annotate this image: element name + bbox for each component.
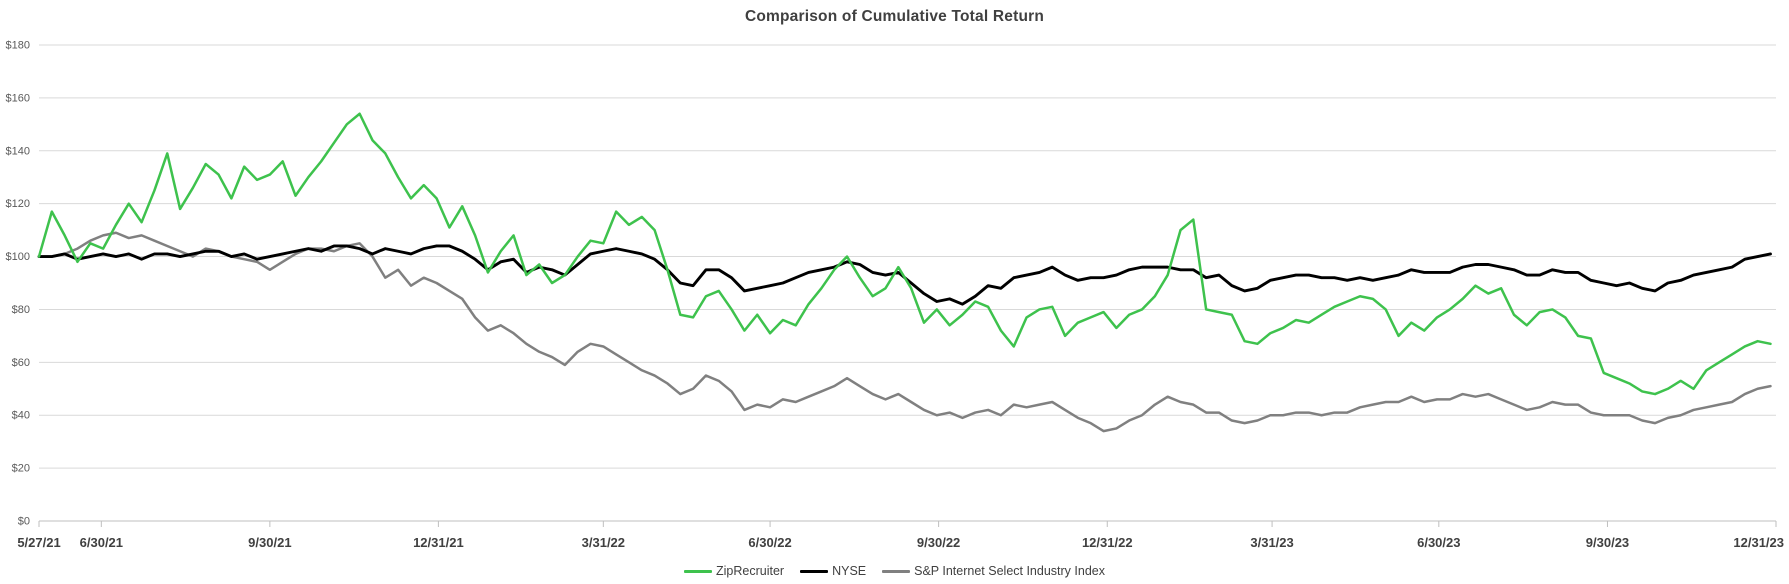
x-tick-label: 6/30/22 bbox=[748, 535, 791, 550]
chart-title: Comparison of Cumulative Total Return bbox=[744, 8, 1045, 25]
x-tick-label: 3/31/23 bbox=[1250, 535, 1293, 550]
legend-swatch-sp-internet-index bbox=[882, 569, 911, 573]
x-tick-label: 9/30/21 bbox=[248, 535, 291, 550]
y-tick-label: $60 bbox=[12, 357, 30, 369]
y-tick-label: $40 bbox=[12, 410, 30, 422]
legend-label-sp-internet-index: S&P Internet Select Industry Index bbox=[914, 564, 1105, 578]
y-tick-label: $160 bbox=[6, 92, 30, 104]
y-tick-label: $0 bbox=[18, 516, 30, 528]
series-line-s-p-internet-select-industry-index bbox=[37, 231, 1772, 433]
legend-swatch-ziprecruiter bbox=[684, 569, 712, 573]
legend: ZipRecruiter NYSE S&P Internet Select In… bbox=[0, 564, 1789, 578]
legend-label-ziprecruiter: ZipRecruiter bbox=[716, 564, 785, 578]
series-line-nyse bbox=[37, 244, 1772, 306]
series-line-ziprecruiter bbox=[37, 112, 1772, 396]
y-tick-label: $100 bbox=[6, 251, 30, 263]
x-tick-label: 6/30/23 bbox=[1417, 535, 1460, 550]
x-tick-label: 9/30/23 bbox=[1586, 535, 1629, 550]
x-tick-label: 5/27/21 bbox=[17, 535, 60, 550]
legend-item-nyse: NYSE bbox=[800, 564, 866, 578]
y-tick-label: $20 bbox=[12, 463, 30, 475]
x-tick-label: 9/30/22 bbox=[917, 535, 960, 550]
y-tick-label: $180 bbox=[6, 40, 30, 52]
x-tick-label: 12/31/21 bbox=[413, 535, 464, 550]
y-tick-label: $140 bbox=[6, 145, 30, 157]
legend-item-ziprecruiter: ZipRecruiter bbox=[684, 564, 784, 578]
legend-label-nyse: NYSE bbox=[832, 564, 867, 578]
legend-item-sp-internet-index: S&P Internet Select Industry Index bbox=[882, 564, 1105, 578]
x-tick-label: 12/31/22 bbox=[1082, 535, 1133, 550]
legend-swatch-nyse bbox=[800, 569, 829, 573]
x-tick-label: 3/31/22 bbox=[582, 535, 625, 550]
y-tick-label: $120 bbox=[6, 198, 30, 210]
x-tick-label: 12/31/23 bbox=[1733, 535, 1784, 550]
y-tick-label: $80 bbox=[12, 304, 30, 316]
x-tick-label: 6/30/21 bbox=[80, 535, 123, 550]
